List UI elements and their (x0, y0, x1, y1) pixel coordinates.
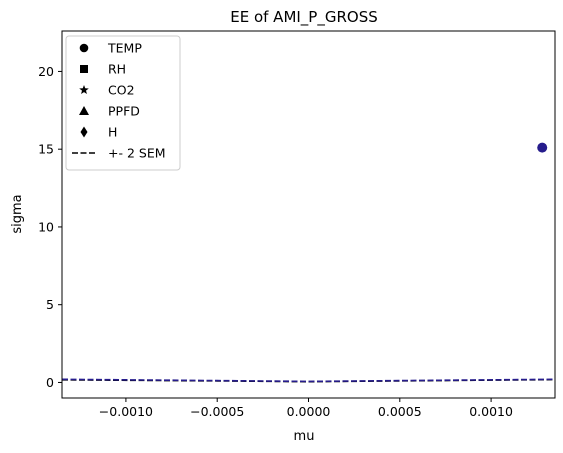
y-tick-label: 20 (38, 64, 54, 79)
legend-label: RH (108, 62, 126, 77)
y-tick-label: 15 (38, 142, 54, 157)
x-tick-label: −0.0005 (190, 404, 244, 419)
x-tick-label: 0.0000 (287, 404, 331, 419)
legend: TEMP RH CO2 PPFD H +- 2 SEM (66, 36, 180, 170)
legend-label: TEMP (107, 41, 142, 56)
legend-label: CO2 (108, 83, 135, 98)
data-point-temp (537, 143, 547, 153)
x-axis-label: mu (294, 429, 315, 444)
y-axis-label: sigma (10, 194, 25, 233)
legend-label: +- 2 SEM (108, 146, 166, 161)
y-tick-label: 0 (46, 375, 54, 390)
legend-label: H (108, 125, 117, 140)
y-tick-label: 5 (46, 297, 54, 312)
legend-square-marker (80, 65, 88, 73)
x-tick-label: 0.0005 (378, 404, 422, 419)
x-axis: −0.0010 −0.0005 0.0000 0.0005 0.0010 (99, 398, 513, 419)
x-tick-label: 0.0010 (469, 404, 513, 419)
chart-title: EE of AMI_P_GROSS (230, 8, 378, 27)
y-tick-label: 10 (38, 219, 54, 234)
legend-circle-marker (80, 44, 89, 53)
x-tick-label: −0.0010 (99, 404, 153, 419)
legend-label: PPFD (108, 104, 140, 119)
data-layer (62, 143, 555, 382)
y-axis: 0 5 10 15 20 (38, 64, 62, 390)
